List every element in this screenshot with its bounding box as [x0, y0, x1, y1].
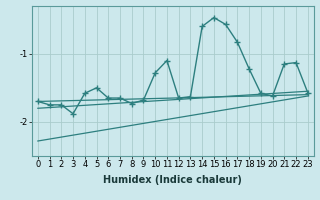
X-axis label: Humidex (Indice chaleur): Humidex (Indice chaleur)	[103, 175, 242, 185]
